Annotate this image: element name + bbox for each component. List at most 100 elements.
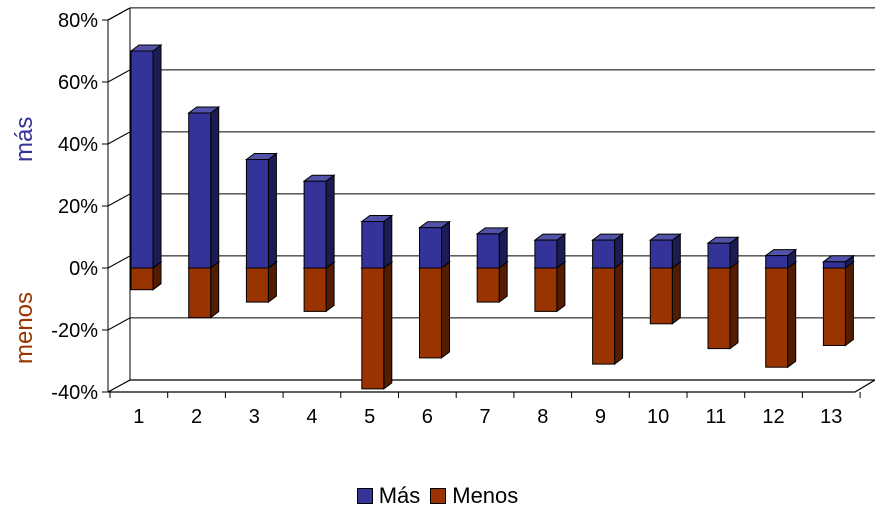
bar-menos-front: [303, 267, 327, 312]
bar-menos-side: [383, 261, 393, 390]
bar-menos-front: [649, 267, 673, 325]
bar-mas-side: [383, 214, 393, 269]
legend: Más Menos: [0, 481, 875, 511]
y-tick-label: -20%: [51, 320, 98, 342]
bar-mas-front: [592, 239, 616, 269]
bar-mas-front: [245, 159, 269, 269]
bar-mas-front: [188, 112, 212, 269]
bar-menos-side: [441, 261, 450, 359]
bar-mas-side: [152, 44, 162, 269]
bar-mas: [821, 254, 855, 269]
bar-menos: [821, 261, 855, 347]
bar-mas-front: [476, 233, 500, 269]
bar-mas-side: [210, 106, 220, 269]
bar-menos-front: [188, 267, 212, 319]
bar-mas-side: [267, 152, 277, 269]
x-tick-label: 10: [647, 406, 669, 428]
x-tick-label: 8: [537, 406, 548, 428]
x-tick-label: 9: [595, 406, 606, 428]
x-tick-label: 13: [820, 406, 842, 428]
bar-menos-front: [534, 267, 558, 312]
legend-swatch-mas: [356, 488, 373, 504]
bar-mas: [475, 226, 509, 269]
legend-label-mas: Más: [378, 483, 421, 508]
bar-menos-side: [614, 261, 624, 366]
bar-menos-front: [765, 267, 789, 368]
x-tick-label: 5: [364, 406, 375, 428]
bar-mas-front: [419, 227, 442, 269]
legend-item-menos: Menos: [430, 483, 518, 509]
gridline-depth: [107, 255, 131, 269]
side-label-menos: menos: [11, 292, 38, 364]
bar-menos-side: [787, 261, 797, 369]
gridline-depth: [107, 193, 131, 207]
bar-menos: [533, 261, 567, 313]
y-tick-label: 20%: [58, 196, 98, 218]
bar-mas-front: [822, 261, 846, 269]
bar-mas: [360, 214, 394, 269]
bar-menos-side: [556, 261, 566, 313]
bar-mas: [764, 248, 798, 269]
bar-menos-front: [419, 267, 442, 359]
bar-menos: [648, 261, 682, 325]
x-tick-label: 2: [191, 406, 202, 428]
x-tick-label: 1: [133, 406, 144, 428]
y-tick-label: 80%: [58, 10, 98, 32]
bar-menos-side: [210, 261, 220, 319]
bar-mas: [418, 220, 451, 269]
legend-label-menos: Menos: [452, 483, 519, 508]
bar-menos-side: [844, 261, 854, 347]
x-tick-label: 7: [479, 406, 490, 428]
bar-menos-front: [130, 267, 154, 291]
bar-mas: [706, 236, 740, 269]
y-axis: 80% 60% 40% 20% 0% -20% -40%: [51, 7, 131, 404]
bar-menos: [706, 261, 740, 350]
bar-mas: [533, 233, 567, 269]
bar-menos: [187, 261, 221, 319]
bar-menos-side: [267, 261, 277, 304]
bar-menos-side: [325, 261, 335, 313]
bar-menos-side: [671, 261, 681, 325]
bar-menos: [360, 261, 394, 390]
y-axis-top-depth: [107, 7, 131, 21]
bar-mas-front: [649, 239, 673, 269]
bar-menos: [302, 261, 336, 313]
bar-menos-front: [707, 267, 731, 350]
bar-mas-front: [707, 242, 731, 269]
bar-mas-front: [534, 239, 558, 269]
bar-menos-front: [592, 267, 616, 365]
y-tick-label: 60%: [58, 72, 98, 94]
bar-menos: [418, 261, 451, 359]
gridline-depth: [107, 131, 131, 145]
bar-menos-front: [361, 267, 385, 390]
bar-mas: [187, 106, 221, 269]
bar-mas-front: [303, 180, 327, 269]
bar-mas-side: [325, 174, 335, 269]
bar-menos-front: [245, 267, 269, 303]
bar-menos-front: [476, 267, 500, 303]
bar-mas-front: [361, 221, 385, 269]
x-tick-label: 6: [422, 406, 433, 428]
y-tick-label: 40%: [58, 134, 98, 156]
y-tick-label: -40%: [51, 382, 98, 404]
floor: [107, 379, 875, 393]
bar-chart: 80%60%40%20%0%-20%-40% 1 2 3 4 5 6 7 8 9 10 11 12 13…: [11, 7, 875, 428]
bar-menos: [591, 261, 625, 366]
bar-menos-front: [822, 267, 846, 346]
bar-mas-front: [765, 255, 789, 269]
bar-mas-side: [498, 226, 508, 269]
bar-menos-side: [729, 261, 739, 350]
x-tick-label: 11: [705, 406, 726, 428]
x-tick-label: 12: [762, 406, 784, 428]
side-label-mas: más: [11, 117, 38, 162]
bar-mas: [129, 44, 163, 269]
bar-mas: [302, 174, 336, 269]
bar-mas-side: [441, 220, 450, 269]
legend-swatch-menos: [430, 488, 447, 504]
gridline-depth: [107, 317, 131, 331]
x-tick-label: 3: [249, 406, 260, 428]
x-axis: 1 2 3 4 5 6 7 8 9 10 11 12 13: [107, 379, 875, 428]
bar-menos: [764, 261, 798, 369]
gridline-depth: [107, 69, 131, 83]
y-tick-label: 0%: [69, 258, 98, 280]
